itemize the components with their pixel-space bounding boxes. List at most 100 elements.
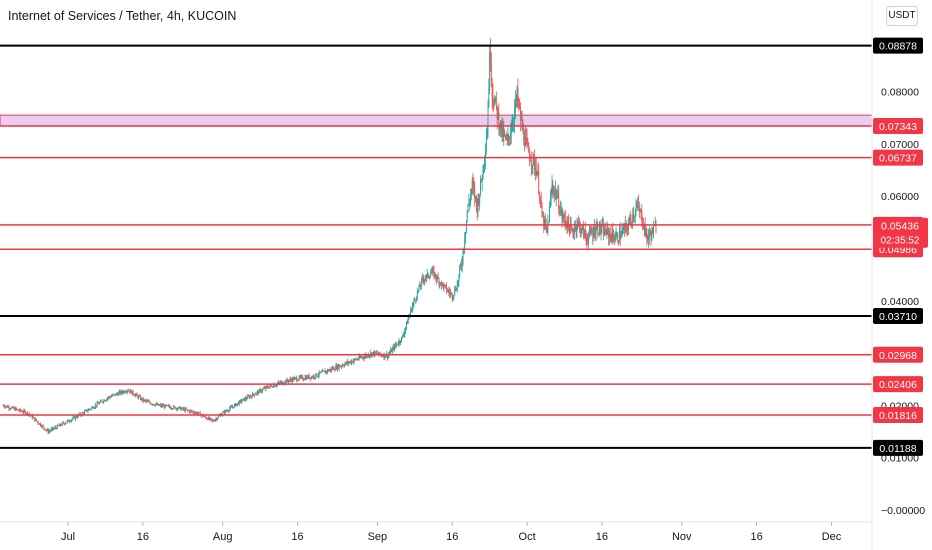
candle-body <box>108 396 110 398</box>
candle-body <box>560 209 562 211</box>
candle-body <box>10 408 12 410</box>
level-price-tag <box>873 376 923 393</box>
candle-body <box>382 355 384 358</box>
currency-button[interactable]: USDT <box>886 6 918 26</box>
candle <box>451 292 453 303</box>
candle <box>544 213 546 230</box>
candle <box>169 405 171 409</box>
candle-body <box>449 292 451 294</box>
candle-body <box>259 389 261 391</box>
candle-body <box>124 391 126 393</box>
candle-body <box>334 369 336 371</box>
candle-body <box>586 237 588 242</box>
candle-body <box>91 406 93 408</box>
candle-body <box>120 390 122 394</box>
candle-body <box>133 394 135 396</box>
candle <box>163 403 165 407</box>
candle <box>356 357 358 361</box>
candle <box>303 378 305 381</box>
candle-body <box>421 277 423 280</box>
candle-body <box>253 394 255 396</box>
candle-body <box>44 428 46 430</box>
candle-body <box>588 236 590 243</box>
candle <box>137 394 139 400</box>
candle-body <box>584 229 585 238</box>
candle-body <box>254 394 256 396</box>
candle <box>618 240 620 246</box>
candle <box>337 363 339 370</box>
candle-body <box>46 429 48 431</box>
candle-body <box>435 277 437 280</box>
candle <box>411 307 412 313</box>
candle-body <box>243 398 245 401</box>
candle <box>272 386 274 388</box>
candle-body <box>102 402 104 403</box>
candle-body <box>258 391 259 394</box>
level-price-label: 0.02968 <box>879 350 917 362</box>
candle <box>238 399 240 406</box>
candle-body <box>306 376 308 380</box>
candle-body <box>518 101 520 105</box>
candle <box>253 394 255 398</box>
candle-body <box>15 408 17 410</box>
candle <box>633 206 634 223</box>
candle <box>316 373 318 377</box>
candle-body <box>160 404 162 407</box>
candle <box>603 218 605 241</box>
candle <box>574 219 576 233</box>
candle <box>638 201 640 219</box>
candle <box>653 220 654 239</box>
candle <box>415 299 417 304</box>
candle-body <box>161 405 163 407</box>
candle <box>122 390 124 395</box>
candle <box>516 85 518 109</box>
candle <box>252 391 254 398</box>
candle <box>652 227 654 235</box>
candle <box>326 370 328 375</box>
candle <box>548 221 550 224</box>
candle-body <box>462 250 464 264</box>
candle-body <box>643 225 645 229</box>
candle-body <box>164 404 166 408</box>
candle <box>56 423 58 429</box>
candle <box>75 415 76 422</box>
candle <box>281 380 283 384</box>
x-tick-label: Aug <box>213 531 233 543</box>
candle <box>642 216 644 231</box>
candle <box>473 177 475 197</box>
candle <box>613 229 615 243</box>
candle <box>48 429 50 435</box>
level-price-tag <box>873 37 923 54</box>
candle <box>82 412 84 414</box>
candle <box>233 403 235 408</box>
candle <box>287 378 289 383</box>
candle-body <box>569 223 571 234</box>
candle <box>165 404 167 408</box>
candle-body <box>628 223 629 231</box>
candle-body <box>297 379 299 381</box>
candle-body <box>523 127 525 142</box>
candle <box>258 390 259 396</box>
candle-body <box>342 365 344 367</box>
candle <box>568 213 570 232</box>
candle-body <box>572 230 574 233</box>
candle-body <box>352 360 354 363</box>
candle-body <box>401 336 402 342</box>
candle <box>45 429 46 432</box>
candle <box>649 227 651 236</box>
candle-body <box>360 357 362 359</box>
candle <box>436 274 438 283</box>
candle-body <box>88 409 90 411</box>
candle-body <box>640 210 642 212</box>
candle-body <box>440 282 442 286</box>
candle-body <box>298 376 300 380</box>
candle <box>593 224 595 242</box>
candle-body <box>103 400 105 403</box>
candle <box>25 410 27 415</box>
candle <box>212 418 214 423</box>
candle-body <box>545 224 547 227</box>
candle-body <box>189 410 191 413</box>
candle-body <box>38 423 40 425</box>
